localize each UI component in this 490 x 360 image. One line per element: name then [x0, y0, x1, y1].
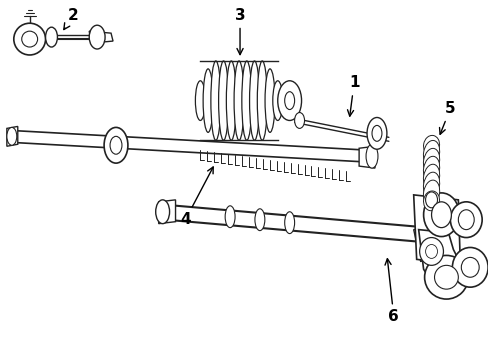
Ellipse shape — [285, 92, 294, 109]
Ellipse shape — [255, 209, 265, 231]
Ellipse shape — [423, 191, 440, 211]
Ellipse shape — [419, 238, 443, 265]
Ellipse shape — [110, 136, 122, 154]
Ellipse shape — [156, 200, 170, 224]
Ellipse shape — [226, 61, 236, 140]
Ellipse shape — [14, 23, 46, 55]
Text: 6: 6 — [385, 259, 399, 324]
Ellipse shape — [104, 127, 128, 163]
Ellipse shape — [257, 61, 267, 140]
Polygon shape — [418, 230, 468, 284]
Ellipse shape — [426, 192, 438, 208]
Ellipse shape — [423, 172, 440, 198]
Ellipse shape — [423, 180, 440, 206]
Ellipse shape — [225, 206, 235, 228]
Ellipse shape — [211, 61, 221, 140]
Polygon shape — [359, 146, 375, 168]
Ellipse shape — [423, 140, 440, 166]
Polygon shape — [89, 31, 113, 43]
Ellipse shape — [423, 148, 440, 174]
Polygon shape — [7, 126, 18, 146]
Text: 2: 2 — [64, 8, 79, 30]
Polygon shape — [414, 228, 435, 261]
Ellipse shape — [196, 81, 205, 121]
Ellipse shape — [452, 247, 488, 287]
Ellipse shape — [249, 61, 260, 140]
Ellipse shape — [219, 61, 228, 140]
Text: 4: 4 — [180, 167, 213, 227]
Ellipse shape — [425, 255, 468, 299]
Ellipse shape — [426, 244, 438, 258]
Ellipse shape — [424, 193, 459, 237]
Polygon shape — [414, 195, 460, 264]
Ellipse shape — [423, 156, 440, 182]
Ellipse shape — [366, 144, 378, 168]
Ellipse shape — [7, 127, 17, 145]
Ellipse shape — [432, 202, 451, 228]
Ellipse shape — [273, 81, 283, 121]
Ellipse shape — [278, 81, 301, 121]
Ellipse shape — [265, 69, 275, 132]
Ellipse shape — [294, 113, 305, 129]
Ellipse shape — [285, 212, 294, 234]
Ellipse shape — [423, 135, 440, 155]
Ellipse shape — [203, 69, 213, 132]
Ellipse shape — [89, 25, 105, 49]
Text: 1: 1 — [347, 75, 359, 116]
Polygon shape — [159, 200, 175, 224]
Ellipse shape — [423, 164, 440, 190]
Ellipse shape — [367, 117, 387, 149]
Ellipse shape — [435, 265, 458, 289]
Ellipse shape — [461, 257, 479, 277]
Text: 3: 3 — [235, 8, 245, 55]
Ellipse shape — [46, 27, 57, 47]
Ellipse shape — [234, 61, 244, 140]
Ellipse shape — [242, 61, 252, 140]
Text: 5: 5 — [440, 101, 456, 134]
Ellipse shape — [458, 210, 474, 230]
Ellipse shape — [372, 125, 382, 141]
Ellipse shape — [450, 202, 482, 238]
